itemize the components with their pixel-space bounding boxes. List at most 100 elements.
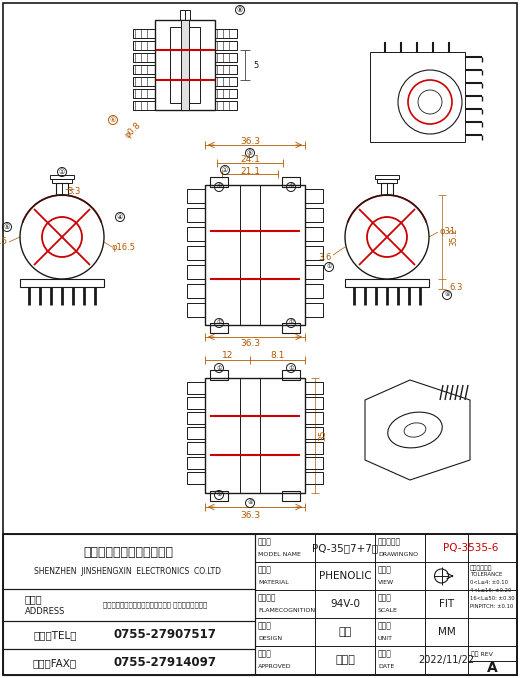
Text: 比例：: 比例： xyxy=(378,593,392,603)
Bar xyxy=(215,77,237,86)
Text: DATE: DATE xyxy=(378,664,394,669)
Text: PINPITCH: ±0.10: PINPITCH: ±0.10 xyxy=(470,603,513,608)
Text: 6.3: 6.3 xyxy=(449,283,462,292)
Bar xyxy=(305,189,323,203)
Text: 材质：: 材质： xyxy=(258,565,272,574)
Text: 36.3: 36.3 xyxy=(240,511,260,519)
Bar xyxy=(20,279,104,287)
Text: 制图：: 制图： xyxy=(258,622,272,631)
Text: ⑧: ⑧ xyxy=(237,7,243,13)
Bar xyxy=(155,20,215,110)
Text: 24.1: 24.1 xyxy=(240,155,260,165)
Text: DRAWINGNО: DRAWINGNО xyxy=(378,551,418,557)
Text: 单位：: 单位： xyxy=(378,622,392,631)
Bar xyxy=(215,65,237,74)
Text: 地址：: 地址： xyxy=(25,594,43,604)
Bar xyxy=(305,227,323,241)
Bar xyxy=(133,29,155,38)
Bar xyxy=(345,279,429,287)
Bar xyxy=(133,41,155,50)
Bar xyxy=(3,534,255,589)
Text: 21.1: 21.1 xyxy=(240,167,260,176)
Bar xyxy=(210,323,228,333)
Bar xyxy=(282,370,300,380)
Text: PQ-35（7+7）: PQ-35（7+7） xyxy=(312,543,378,553)
Text: φ15: φ15 xyxy=(0,237,7,247)
Bar xyxy=(181,20,189,110)
Text: ①: ① xyxy=(216,321,222,325)
Text: ④: ④ xyxy=(247,500,253,506)
Bar xyxy=(210,491,228,501)
Bar xyxy=(305,397,323,409)
Text: 36.3: 36.3 xyxy=(240,338,260,348)
Bar xyxy=(133,65,155,74)
Text: ①: ① xyxy=(216,184,222,189)
Text: A: A xyxy=(487,661,498,675)
Bar xyxy=(305,457,323,469)
Bar xyxy=(240,378,260,493)
Bar xyxy=(187,397,205,409)
Text: 36.3: 36.3 xyxy=(240,136,260,146)
Bar xyxy=(133,101,155,110)
Text: 94V-0: 94V-0 xyxy=(330,599,360,609)
Text: 型号：: 型号： xyxy=(258,538,272,546)
Bar xyxy=(305,303,323,317)
Text: ①: ① xyxy=(216,365,222,370)
Text: ⑤: ⑤ xyxy=(4,224,10,230)
Bar xyxy=(210,370,228,380)
Bar xyxy=(215,89,237,98)
Bar xyxy=(133,53,155,62)
Text: 3.6: 3.6 xyxy=(319,252,332,262)
Text: 0<L≤4: ±0.10: 0<L≤4: ±0.10 xyxy=(470,580,508,584)
Text: SCALE: SCALE xyxy=(378,607,398,612)
Text: ④: ④ xyxy=(117,214,123,220)
Text: 12: 12 xyxy=(222,351,233,361)
Text: 电话（TEL）: 电话（TEL） xyxy=(33,630,77,640)
Bar xyxy=(215,41,237,50)
Bar xyxy=(305,412,323,424)
Text: 2022/11/22: 2022/11/22 xyxy=(419,656,475,666)
Bar xyxy=(187,457,205,469)
Bar xyxy=(187,412,205,424)
Text: 5: 5 xyxy=(253,60,258,70)
Bar xyxy=(133,89,155,98)
Bar xyxy=(187,442,205,454)
Text: 陈浪: 陈浪 xyxy=(339,627,352,637)
Bar xyxy=(381,183,393,195)
Bar xyxy=(305,382,323,394)
Bar xyxy=(187,208,205,222)
Bar xyxy=(305,442,323,454)
Text: 深圳市光明新区甲子塘社区第二工业 区一卷三号楼三楼: 深圳市光明新区甲子塘社区第二工业 区一卷三号楼三楼 xyxy=(103,601,207,608)
Bar xyxy=(3,534,517,675)
Bar xyxy=(305,284,323,298)
Text: TOLERANCE: TOLERANCE xyxy=(470,572,502,578)
Bar xyxy=(187,303,205,317)
Bar xyxy=(3,649,255,675)
Text: MODEL NAME: MODEL NAME xyxy=(258,551,301,557)
Text: SHENZHEN  JINSHENGXIN  ELECTRONICS  CO.LTD: SHENZHEN JINSHENGXIN ELECTRONICS CO.LTD xyxy=(34,567,222,576)
Text: ①: ① xyxy=(288,321,294,325)
Bar xyxy=(180,10,190,20)
Text: 0755-27907517: 0755-27907517 xyxy=(113,629,216,641)
Text: ⑥: ⑥ xyxy=(110,117,116,123)
Bar xyxy=(215,29,237,38)
Bar xyxy=(187,227,205,241)
Bar xyxy=(375,175,399,179)
Bar xyxy=(215,101,237,110)
Text: PHENOLIC: PHENOLIC xyxy=(319,571,371,581)
Text: MM: MM xyxy=(438,627,456,637)
Text: 8.1: 8.1 xyxy=(270,351,284,361)
Text: 深圳市金盛鑫科技有限公司: 深圳市金盛鑫科技有限公司 xyxy=(83,546,173,559)
Text: ①: ① xyxy=(59,169,65,175)
Bar xyxy=(187,246,205,260)
Text: 版本 REV: 版本 REV xyxy=(471,651,493,657)
Text: 传真（FAX）: 传真（FAX） xyxy=(33,658,77,668)
Text: 4<L≤16: ±0.20: 4<L≤16: ±0.20 xyxy=(470,588,511,593)
Text: DESIGN: DESIGN xyxy=(258,635,282,641)
Text: 审核：: 审核： xyxy=(258,650,272,658)
Bar xyxy=(187,265,205,279)
Text: 杨硕林: 杨硕林 xyxy=(335,656,355,666)
Bar xyxy=(305,246,323,260)
Text: 16<L≤50: ±0.30: 16<L≤50: ±0.30 xyxy=(470,595,515,601)
Text: φ0.8: φ0.8 xyxy=(123,120,142,140)
